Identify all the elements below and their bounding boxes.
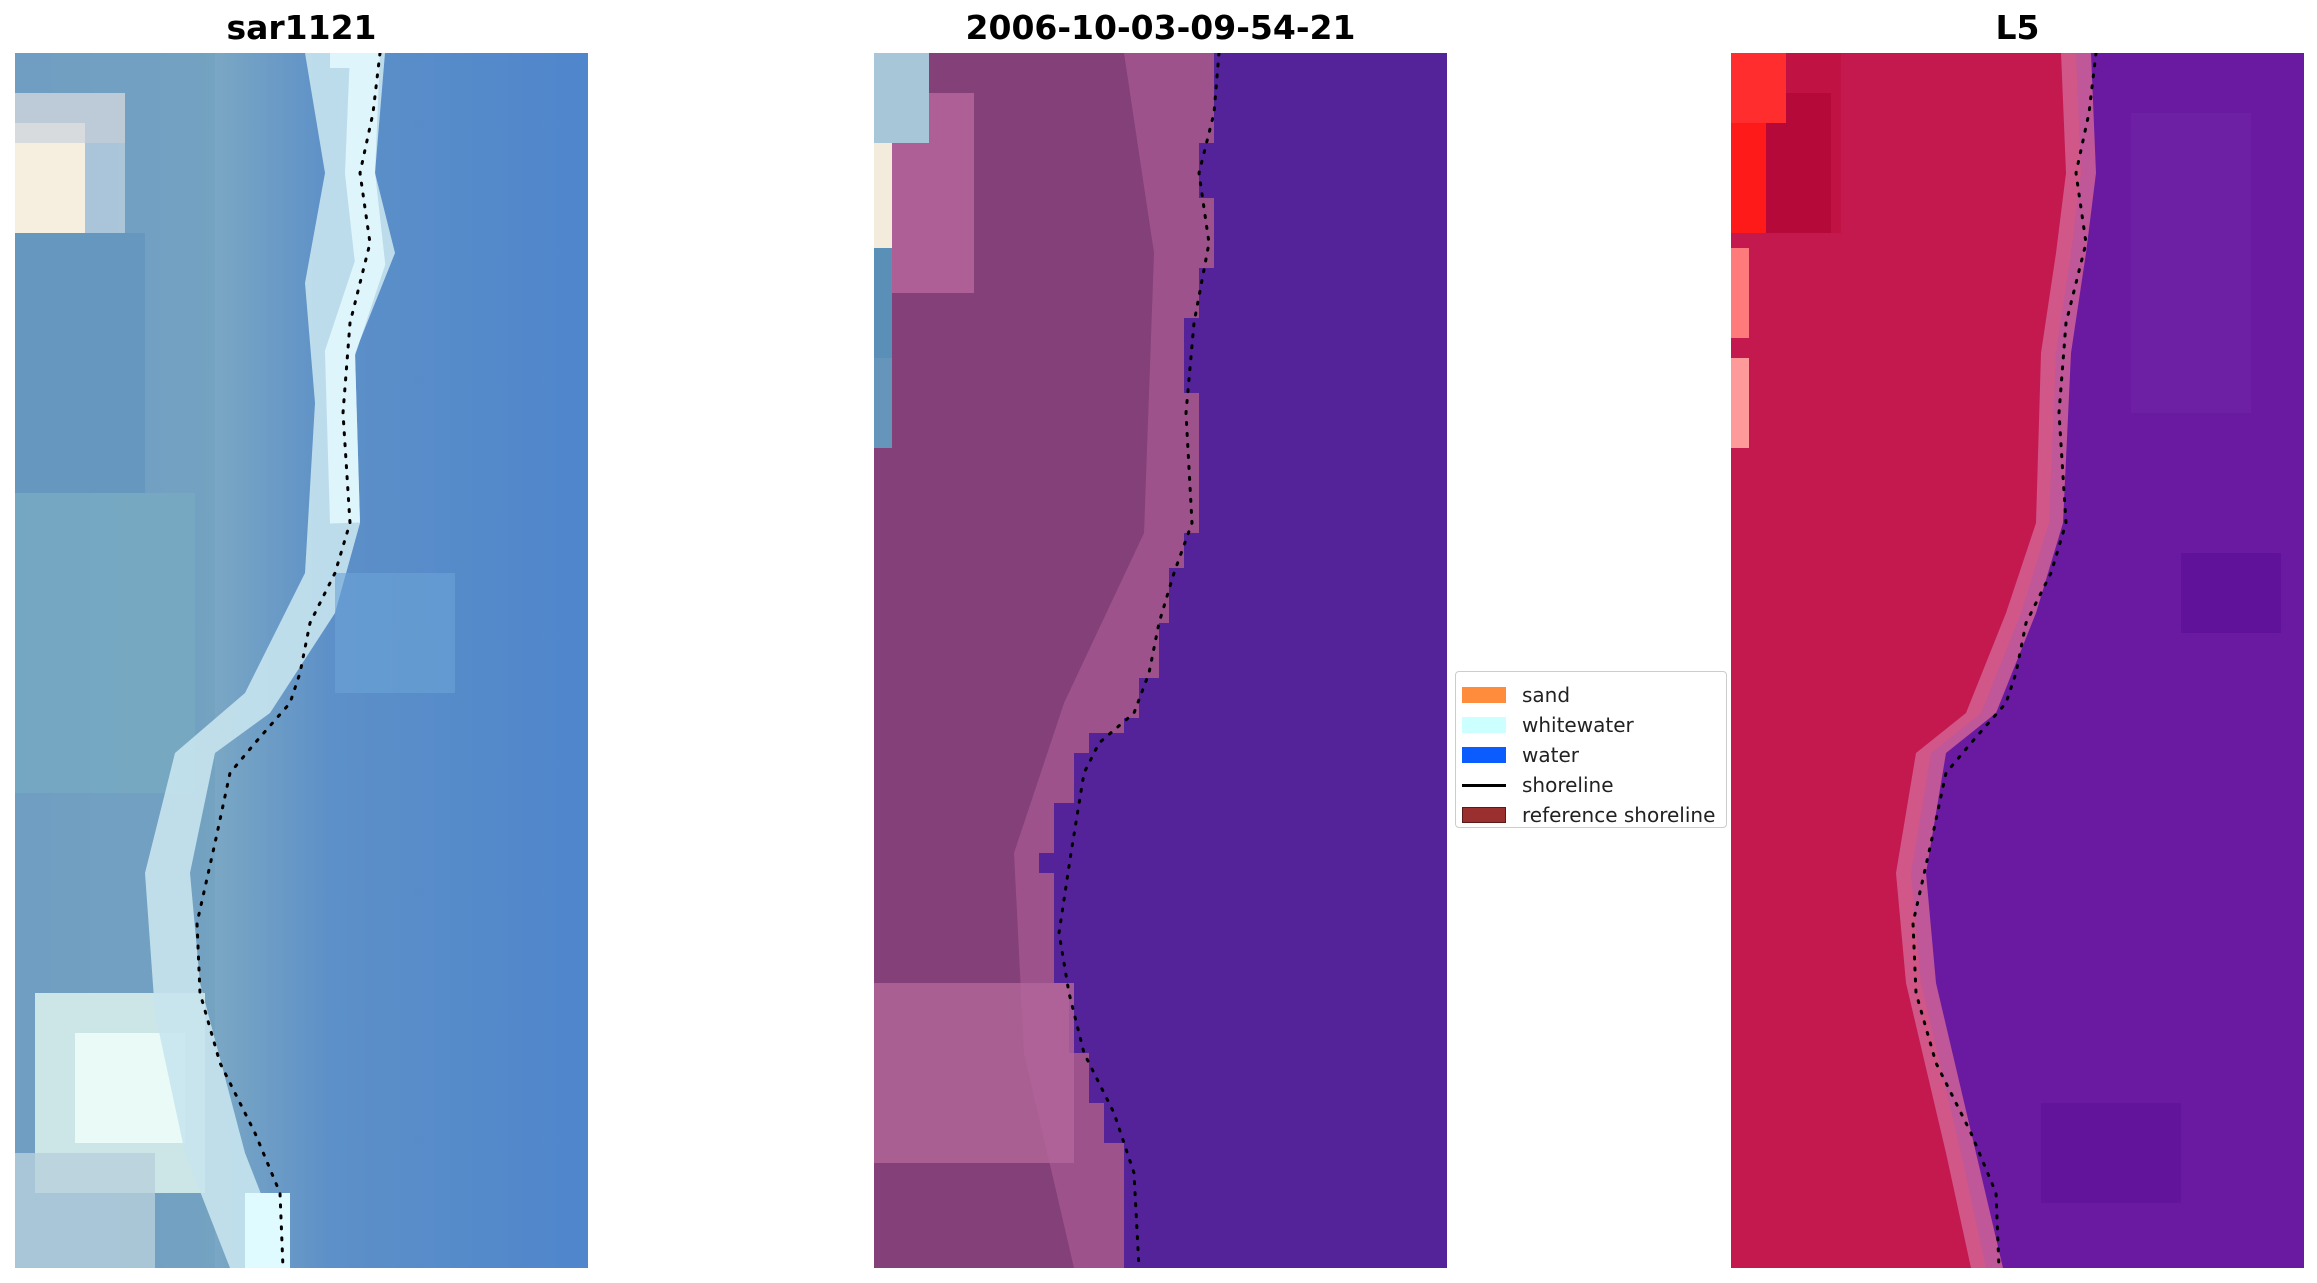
legend-swatch-reference-shoreline (1462, 807, 1506, 823)
legend-swatch-sand (1462, 687, 1506, 703)
legend-label-whitewater: whitewater (1522, 713, 1634, 737)
legend-item-reference-shoreline: reference shoreline (1462, 802, 1715, 828)
panel-title-index: L5 (1995, 8, 2040, 47)
legend-label-sand: sand (1522, 683, 1571, 707)
legend-swatch-shoreline (1462, 783, 1506, 787)
legend-swatch-water (1462, 747, 1506, 763)
classified-image-panel (874, 53, 1447, 1268)
legend-item-whitewater: whitewater (1462, 712, 1634, 738)
index-image-panel (1731, 53, 2304, 1268)
rgb-image (15, 53, 588, 1268)
classified-image (874, 53, 1447, 1268)
panel-title-classified: 2006-10-03-09-54-21 (965, 8, 1356, 47)
legend-item-sand: sand (1462, 682, 1570, 708)
legend-item-shoreline: shoreline (1462, 772, 1614, 798)
panel-title-rgb: sar1121 (226, 8, 377, 47)
legend-swatch-whitewater (1462, 717, 1506, 733)
rgb-image-panel (15, 53, 588, 1268)
legend-label-water: water (1522, 743, 1579, 767)
legend-label-reference-shoreline: reference shoreline (1522, 803, 1716, 827)
legend-label-shoreline: shoreline (1522, 773, 1614, 797)
index-image (1731, 53, 2304, 1268)
legend: sand whitewater water shoreline referenc… (1455, 671, 1727, 828)
legend-item-water: water (1462, 742, 1579, 768)
